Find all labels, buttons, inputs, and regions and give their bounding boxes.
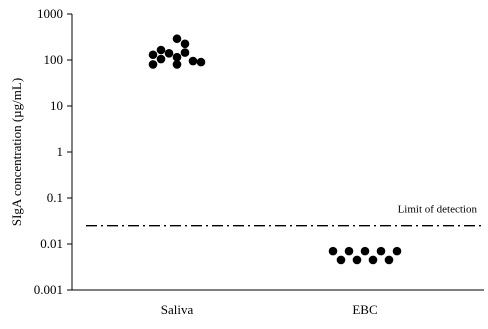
- data-point-saliva: [148, 60, 158, 69]
- data-point-saliva: [196, 57, 206, 67]
- y-tick-label: 0.001: [34, 282, 63, 297]
- data-point-saliva: [148, 50, 158, 60]
- data-point-saliva: [164, 48, 174, 58]
- y-tick-label: 10: [50, 98, 63, 113]
- data-point-ebc: [360, 246, 370, 256]
- data-point-ebc: [392, 246, 402, 256]
- y-tick-label: 0.1: [47, 190, 63, 205]
- limit-of-detection-label: Limit of detection: [398, 204, 478, 216]
- y-tick-label: 1000: [37, 6, 63, 21]
- data-point-saliva: [180, 48, 190, 57]
- data-point-ebc: [368, 255, 378, 265]
- data-point-ebc: [328, 246, 338, 256]
- data-point-saliva: [172, 52, 182, 62]
- data-point-saliva: [156, 54, 166, 64]
- x-category-label: EBC: [352, 302, 377, 317]
- x-category-label: Saliva: [161, 302, 194, 317]
- data-point-saliva: [156, 45, 166, 55]
- y-tick-label: 1: [57, 144, 64, 159]
- data-point-ebc: [352, 255, 362, 265]
- y-axis-ticks: 0.001 0.01 0.1 1 10 100 1000: [34, 6, 72, 297]
- data-point-ebc: [336, 255, 346, 265]
- data-point-saliva: [188, 56, 198, 66]
- reference-lines: Limit of detection: [86, 204, 484, 227]
- x-axis-categories: Saliva EBC: [161, 302, 378, 317]
- data-point-saliva: [172, 60, 182, 69]
- y-tick-label: 100: [44, 52, 64, 67]
- data-point-saliva: [172, 34, 182, 44]
- data-point-ebc: [376, 246, 386, 256]
- data-points: [148, 34, 402, 265]
- data-point-ebc: [344, 246, 354, 256]
- data-point-ebc: [384, 255, 394, 265]
- y-axis-title: SIgA concentration (µg/mL): [9, 78, 24, 226]
- data-point-saliva: [180, 39, 190, 49]
- y-tick-label: 0.01: [40, 236, 63, 251]
